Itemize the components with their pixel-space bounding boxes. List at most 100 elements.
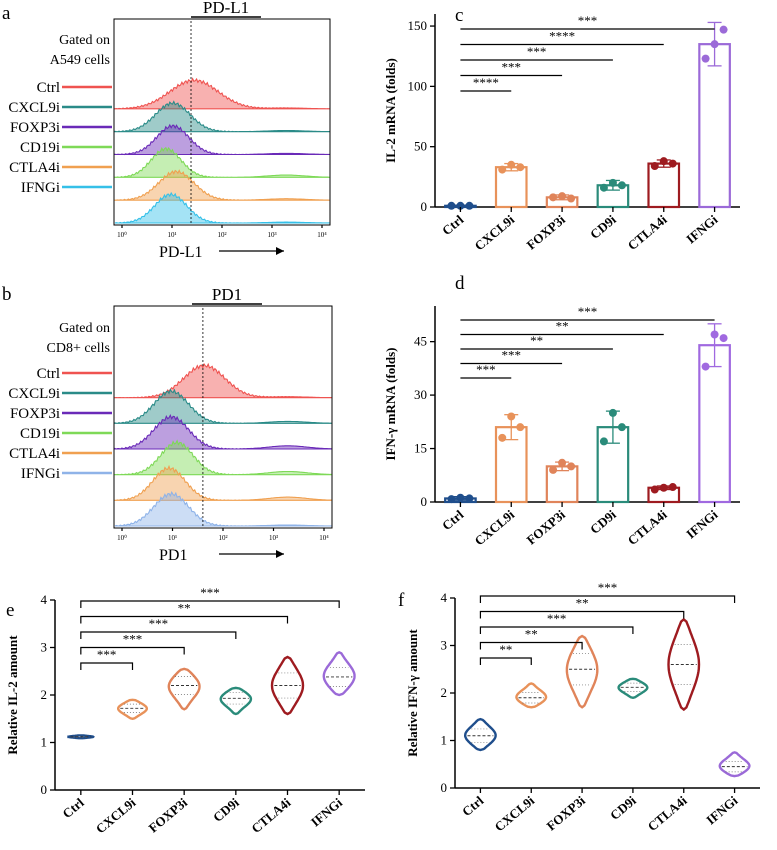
x-tick-label: 10³ — [267, 231, 276, 239]
data-point-foxp3i — [567, 462, 576, 471]
x-tick-label-ifngi: IFNGi — [683, 507, 721, 542]
y-tick-label: 2 — [441, 685, 448, 700]
y-tick-label: 4 — [441, 590, 448, 605]
data-point-ctla4i — [668, 159, 677, 168]
histogram-ifngi — [114, 490, 332, 527]
significance-label: *** — [502, 348, 522, 363]
y-tick-label: 1 — [41, 735, 48, 750]
data-point-cxcl9i — [507, 160, 516, 169]
y-tick-label: 50 — [414, 139, 427, 154]
legend-label-cd19i: CD19i — [20, 140, 60, 156]
x-tick-label-cxcl9i: CXCL9i — [472, 507, 518, 549]
y-tick-label: 3 — [441, 638, 448, 653]
x-axis-label: PD-L1 — [159, 244, 203, 261]
histogram-title: PD-L1 — [203, 0, 249, 17]
gate-note-line2: CD8+ cells — [47, 341, 111, 356]
data-point-ctla4i — [650, 485, 659, 494]
x-tick-label-cd9i: CD9i — [587, 212, 619, 242]
significance-label: *** — [527, 44, 547, 59]
x-tick-label-cxcl9i: CXCL9i — [492, 793, 538, 835]
y-tick-label: 150 — [408, 18, 428, 33]
significance-bracket — [479, 626, 634, 634]
significance-label: ** — [525, 627, 538, 642]
panel-label-e: e — [6, 600, 14, 621]
x-tick-label-foxp3i: FOXP3i — [524, 212, 569, 253]
data-point-ctla4i — [659, 157, 668, 166]
violin-ifngi — [718, 751, 751, 778]
data-point-cd9i — [617, 181, 626, 190]
violin-cd9i — [617, 677, 649, 700]
data-point-ctla4i — [659, 483, 668, 492]
y-tick-label: 15 — [414, 441, 427, 456]
histogram-cd19i — [114, 146, 330, 178]
y-axis-label: Relative IL-2 amount — [5, 635, 20, 755]
y-tick-label: 0 — [421, 199, 428, 214]
significance-label: *** — [547, 611, 567, 626]
y-tick-label: 2 — [41, 687, 48, 702]
x-tick-label-foxp3i: FOXP3i — [524, 507, 569, 548]
x-tick-label: 10⁴ — [319, 534, 329, 542]
x-tick-label: 10² — [218, 534, 227, 542]
data-point-ifngi — [719, 25, 728, 34]
significance-bracket — [80, 631, 237, 639]
significance-label: **** — [549, 29, 575, 44]
significance-label: ** — [499, 642, 512, 657]
legend-label-ctrl: Ctrl — [37, 366, 60, 382]
significance-label: *** — [578, 13, 598, 28]
x-tick-label-ctla4i: CTLA4i — [625, 212, 670, 253]
significance-label: ** — [556, 319, 569, 334]
significance-bracket — [479, 610, 685, 619]
x-tick-label-ctrl: Ctrl — [459, 793, 487, 820]
histogram-foxp3i — [114, 414, 332, 450]
significance-bracket — [479, 595, 736, 603]
legend-label-foxp3i: FOXP3i — [10, 120, 60, 136]
y-tick-label: 4 — [41, 592, 48, 607]
data-point-cxcl9i — [498, 165, 507, 174]
violin-cd9i — [219, 686, 253, 716]
x-tick-label: 10¹ — [168, 534, 177, 542]
data-point-ifngi — [710, 330, 719, 339]
bar-ifngi — [698, 43, 731, 209]
data-point-cxcl9i — [498, 433, 507, 442]
violin-foxp3i — [167, 667, 201, 711]
data-point-cd9i — [608, 178, 617, 187]
data-point-cxcl9i — [516, 423, 525, 432]
data-point-cd9i — [599, 183, 608, 192]
x-tick-label-ctrl: Ctrl — [439, 212, 467, 239]
legend-label-ifngi: IFNGi — [21, 466, 60, 482]
legend-label-cd19i: CD19i — [20, 426, 60, 442]
data-point-ctrl — [456, 201, 465, 210]
y-axis-label: Relative IFN-γ amount — [405, 629, 420, 757]
significance-bracket — [479, 657, 532, 665]
data-point-ctrl — [456, 493, 465, 502]
data-point-ctrl — [447, 495, 456, 504]
y-tick-label: 30 — [414, 387, 427, 402]
x-tick-label-ctla4i: CTLA4i — [645, 793, 690, 834]
x-tick-label-ctla4i: CTLA4i — [625, 507, 670, 548]
violin-ifngi — [322, 650, 356, 697]
histogram-cxcl9i — [114, 388, 332, 424]
histogram-ctrl — [114, 77, 330, 110]
histogram-foxp3i — [114, 123, 330, 156]
x-tick-label-ifngi: IFNGi — [703, 793, 741, 828]
significance-bracket — [80, 600, 340, 608]
y-tick-label: 0 — [441, 780, 448, 795]
histogram-cxcl9i — [114, 100, 330, 133]
data-point-ifngi — [710, 40, 719, 49]
data-point-ifngi — [701, 362, 710, 371]
y-tick-label: 0 — [41, 782, 48, 797]
data-point-ctla4i — [650, 161, 659, 170]
significance-label: *** — [502, 60, 522, 75]
gate-note-line1: Gated on — [59, 321, 110, 336]
data-point-foxp3i — [549, 193, 558, 202]
panel-label-d: d — [455, 273, 465, 294]
significance-label: ** — [178, 601, 191, 616]
significance-label: ** — [576, 596, 589, 611]
violin-ctrl — [67, 734, 95, 740]
x-tick-label: 10¹ — [167, 231, 176, 239]
legend-label-ctrl: Ctrl — [37, 80, 60, 96]
legend-label-cxcl9i: CXCL9i — [8, 100, 60, 116]
bar-ctla4i — [647, 162, 681, 209]
x-tick-label: 10³ — [269, 534, 278, 542]
